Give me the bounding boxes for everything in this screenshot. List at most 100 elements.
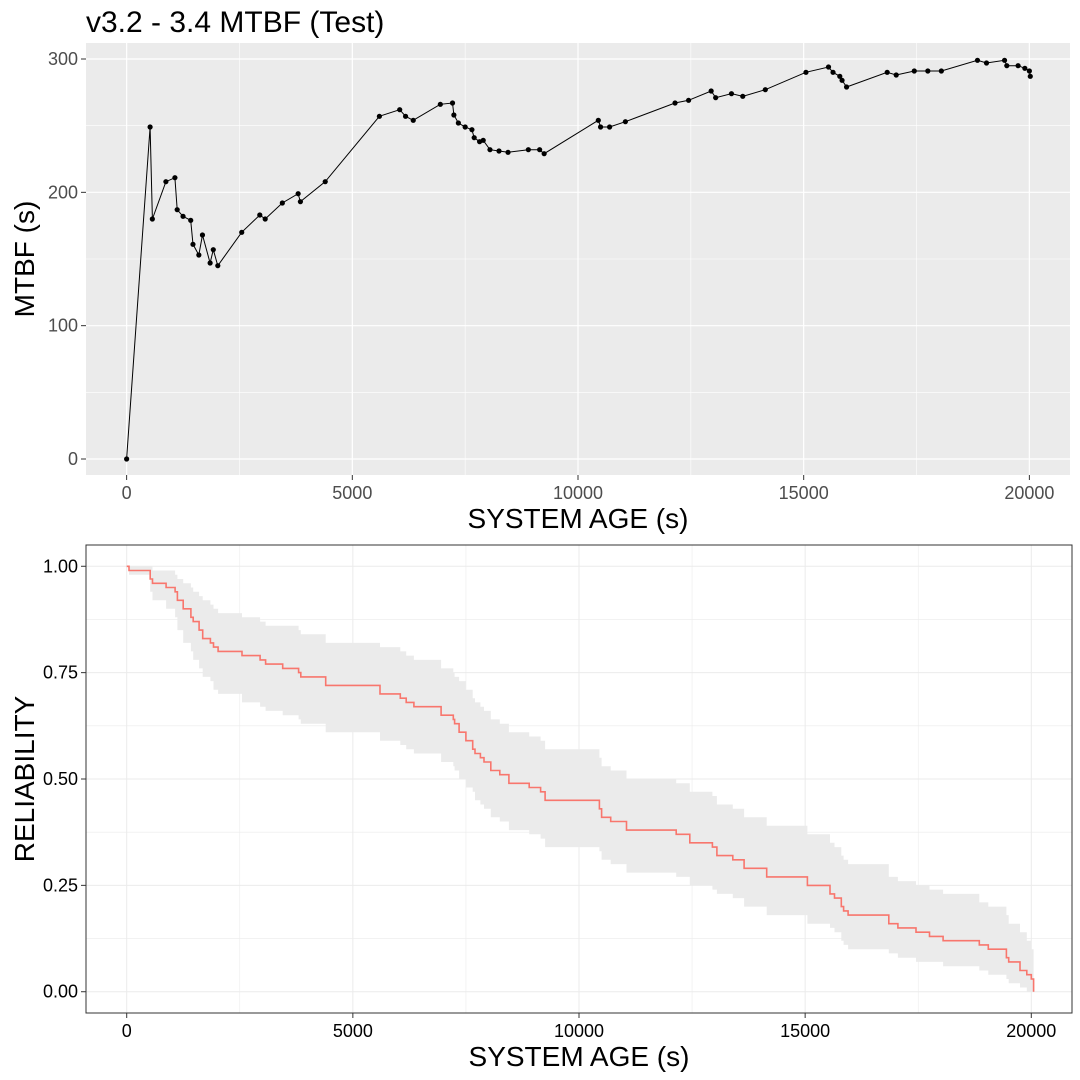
reliability-y-tick-label: 0.75	[43, 663, 78, 683]
mtbf-point	[1022, 65, 1028, 71]
mtbf-point	[322, 179, 328, 185]
mtbf-point	[149, 216, 155, 222]
mtbf-y-tick-label: 200	[48, 182, 78, 202]
mtbf-point	[595, 117, 601, 123]
mtbf-point	[449, 100, 456, 106]
page-title: v3.2 - 3.4 MTBF (Test)	[86, 6, 384, 39]
mtbf-point	[455, 120, 461, 126]
mtbf-point	[537, 147, 543, 153]
mtbf-x-tick-label: 10000	[553, 483, 603, 503]
mtbf-point	[884, 69, 890, 75]
reliability-series	[126, 565, 1035, 992]
mtbf-point	[825, 64, 832, 70]
mtbf-point	[685, 97, 692, 103]
reliability-x-tick-label: 15000	[780, 1021, 830, 1041]
mtbf-point	[215, 263, 221, 269]
mtbf-point	[397, 107, 403, 113]
mtbf-point	[207, 260, 213, 266]
mtbf-point	[196, 252, 202, 258]
mtbf-point	[257, 212, 263, 218]
mtbf-point	[147, 124, 153, 130]
mtbf-point	[262, 216, 268, 222]
mtbf-y-tick-label: 300	[48, 49, 78, 69]
mtbf-point	[740, 93, 746, 99]
mtbf-y-tick-label: 100	[48, 316, 78, 336]
mtbf-x-tick-label: 15000	[779, 483, 829, 503]
mtbf-point	[188, 217, 194, 223]
mtbf-point	[911, 68, 917, 74]
mtbf-point	[174, 207, 180, 213]
mtbf-point	[830, 69, 836, 75]
mtbf-point	[1004, 63, 1010, 69]
mtbf-point	[190, 241, 196, 247]
mtbf-y-axis-label: MTBF (s)	[9, 201, 40, 318]
mtbf-series	[126, 59, 1031, 460]
mtbf-point	[622, 119, 628, 125]
mtbf-point	[541, 151, 547, 157]
mtbf-point	[837, 73, 843, 79]
mtbf-x-tick-label: 5000	[332, 483, 372, 503]
mtbf-point	[451, 112, 457, 118]
mtbf-point	[525, 147, 531, 153]
mtbf-y-tick-label: 0	[68, 449, 78, 469]
mtbf-point	[843, 84, 850, 90]
mtbf-point	[402, 113, 409, 119]
mtbf-point	[462, 124, 468, 130]
reliability-x-axis-label: SYSTEM AGE (s)	[469, 1041, 690, 1072]
mtbf-point	[163, 179, 169, 185]
mtbf-point	[713, 95, 719, 101]
mtbf-point	[297, 199, 304, 205]
mtbf-point	[938, 68, 944, 74]
mtbf-point	[437, 101, 443, 107]
mtbf-point	[893, 72, 899, 78]
mtbf-point	[597, 124, 604, 130]
reliability-y-axis-label: RELIABILITY	[9, 695, 40, 862]
reliability-x-tick-label: 0	[122, 1021, 132, 1041]
mtbf-point	[1027, 73, 1033, 79]
reliability-step-line	[126, 565, 1035, 992]
mtbf-point	[295, 191, 301, 197]
mtbf-chart: 0 5000 10000 15000 20000 0 100 200 300 SYSTEM AG…	[9, 43, 1070, 534]
mtbf-points	[124, 57, 1033, 462]
mtbf-ticks: 0 5000 10000 15000 20000 0 100 200 300	[48, 49, 1054, 503]
mtbf-x-tick-label: 0	[122, 483, 132, 503]
reliability-y-tick-label: 0.00	[43, 982, 78, 1002]
mtbf-point	[983, 60, 990, 66]
mtbf-point	[279, 200, 285, 206]
mtbf-point	[124, 456, 130, 462]
mtbf-point	[1015, 63, 1021, 69]
mtbf-point	[505, 149, 511, 155]
reliability-y-tick-label: 0.50	[43, 769, 78, 789]
mtbf-point	[410, 117, 416, 123]
mtbf-point	[172, 175, 178, 181]
mtbf-point	[762, 87, 768, 93]
mtbf-point	[728, 91, 735, 97]
mtbf-point	[210, 247, 216, 253]
mtbf-point	[480, 137, 486, 143]
mtbf-point	[672, 100, 678, 106]
mtbf-point	[180, 213, 186, 219]
mtbf-point	[487, 147, 493, 153]
mtbf-grid	[86, 43, 1070, 475]
mtbf-point	[471, 135, 477, 141]
mtbf-point	[803, 69, 809, 75]
reliability-y-tick-label: 1.00	[43, 556, 78, 576]
mtbf-point	[606, 124, 613, 130]
reliability-x-tick-label: 20000	[1006, 1021, 1056, 1041]
reliability-chart: 0 5000 10000 15000 20000 0.00 0.25 0.50 0.75 1.00…	[9, 544, 1073, 1072]
reliability-ticks: 0 5000 10000 15000 20000 0.00 0.25 0.50 0.75 1.00	[43, 556, 1056, 1041]
mtbf-point	[376, 113, 382, 119]
mtbf-point	[199, 232, 206, 238]
mtbf-point	[839, 77, 845, 83]
mtbf-point	[1001, 57, 1008, 63]
mtbf-point	[708, 88, 714, 94]
reliability-x-tick-label: 10000	[554, 1021, 604, 1041]
reliability-y-tick-label: 0.25	[43, 875, 78, 895]
mtbf-x-tick-label: 20000	[1004, 483, 1054, 503]
reliability-grid	[86, 545, 1072, 1013]
reliability-x-tick-label: 5000	[333, 1021, 373, 1041]
mtbf-point	[925, 68, 931, 74]
mtbf-line	[126, 59, 1031, 460]
mtbf-point	[1026, 68, 1032, 74]
